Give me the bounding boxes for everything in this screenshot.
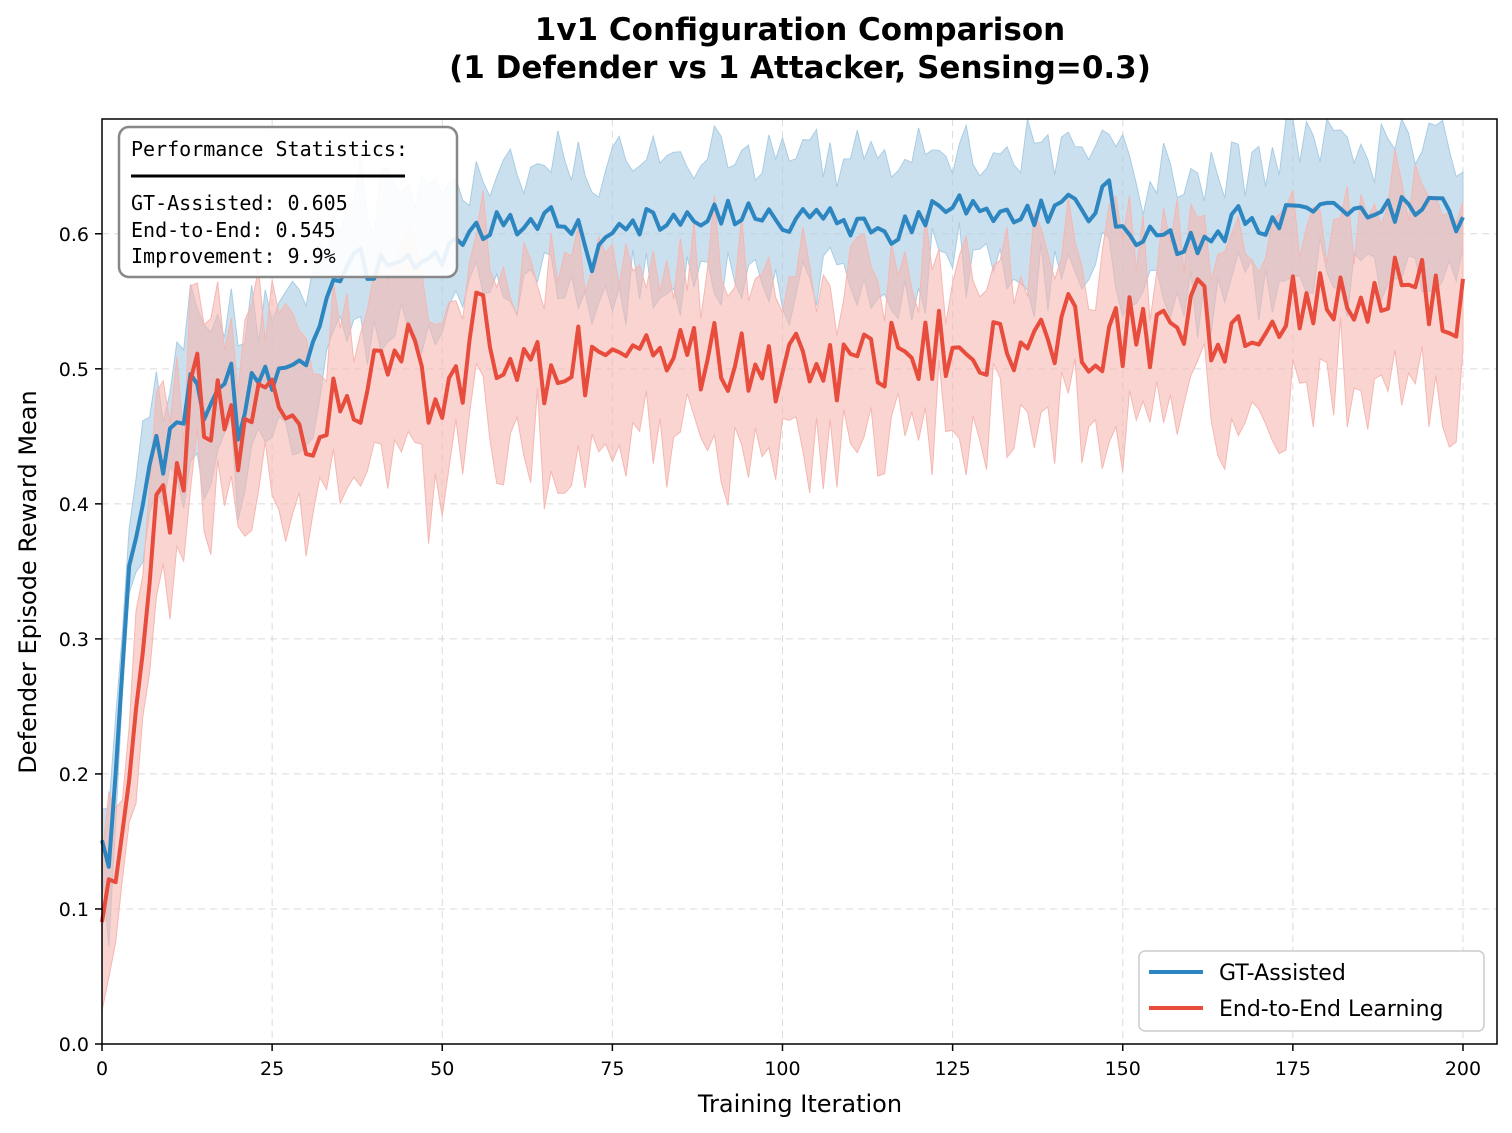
series-line-gt-assisted (100, 178, 1465, 869)
y-tick-label: 0.3 (59, 629, 89, 651)
y-tick-label: 0.5 (59, 359, 89, 381)
stats-header: Performance Statistics: (131, 137, 408, 161)
x-tick-label: 100 (764, 1058, 800, 1080)
legend-label-end-to-end: End-to-End Learning (1219, 997, 1444, 1022)
stats-improvement: Improvement: 9.9% (131, 244, 336, 268)
y-axis-label: Defender Episode Reward Mean (14, 390, 42, 773)
x-tick-label: 175 (1275, 1058, 1311, 1080)
x-tick-label: 0 (96, 1058, 108, 1080)
y-tick-label: 0.4 (59, 494, 89, 516)
y-ticks: 0.0 0.1 0.2 0.3 0.4 0.5 0.6 (59, 224, 102, 1056)
x-tick-label: 150 (1105, 1058, 1141, 1080)
legend: GT-Assisted End-to-End Learning (1138, 950, 1485, 1032)
y-tick-label: 0.1 (59, 899, 89, 921)
x-tick-label: 125 (934, 1058, 970, 1080)
y-tick-label: 0.2 (59, 764, 89, 786)
plot-frame (101, 118, 1498, 1045)
chart-title-line2: (1 Defender vs 1 Attacker, Sensing=0.3) (449, 50, 1151, 86)
stats-gt-assisted: GT-Assisted: 0.605 (131, 191, 348, 215)
x-tick-label: 50 (430, 1058, 454, 1080)
legend-label-gt-assisted: GT-Assisted (1219, 961, 1346, 986)
stats-box-frame (117, 125, 459, 279)
y-tick-label: 0.6 (59, 224, 89, 246)
x-tick-label: 25 (260, 1058, 284, 1080)
series-line-end-to-end (100, 255, 1465, 923)
x-ticks: 0 25 50 75 100 125 150 175 200 (96, 1044, 1481, 1080)
chart-title-line1: 1v1 Configuration Comparison (535, 12, 1066, 48)
x-axis-label: Training Iteration (697, 1090, 902, 1118)
y-tick-label: 0.0 (59, 1034, 89, 1056)
line-layer (100, 178, 1465, 923)
stats-box: Performance Statistics: GT-Assisted: 0.6… (117, 125, 459, 279)
x-tick-label: 200 (1445, 1058, 1481, 1080)
x-tick-label: 75 (600, 1058, 624, 1080)
stats-end-to-end: End-to-End: 0.545 (131, 218, 336, 242)
legend-frame (1138, 950, 1485, 1032)
